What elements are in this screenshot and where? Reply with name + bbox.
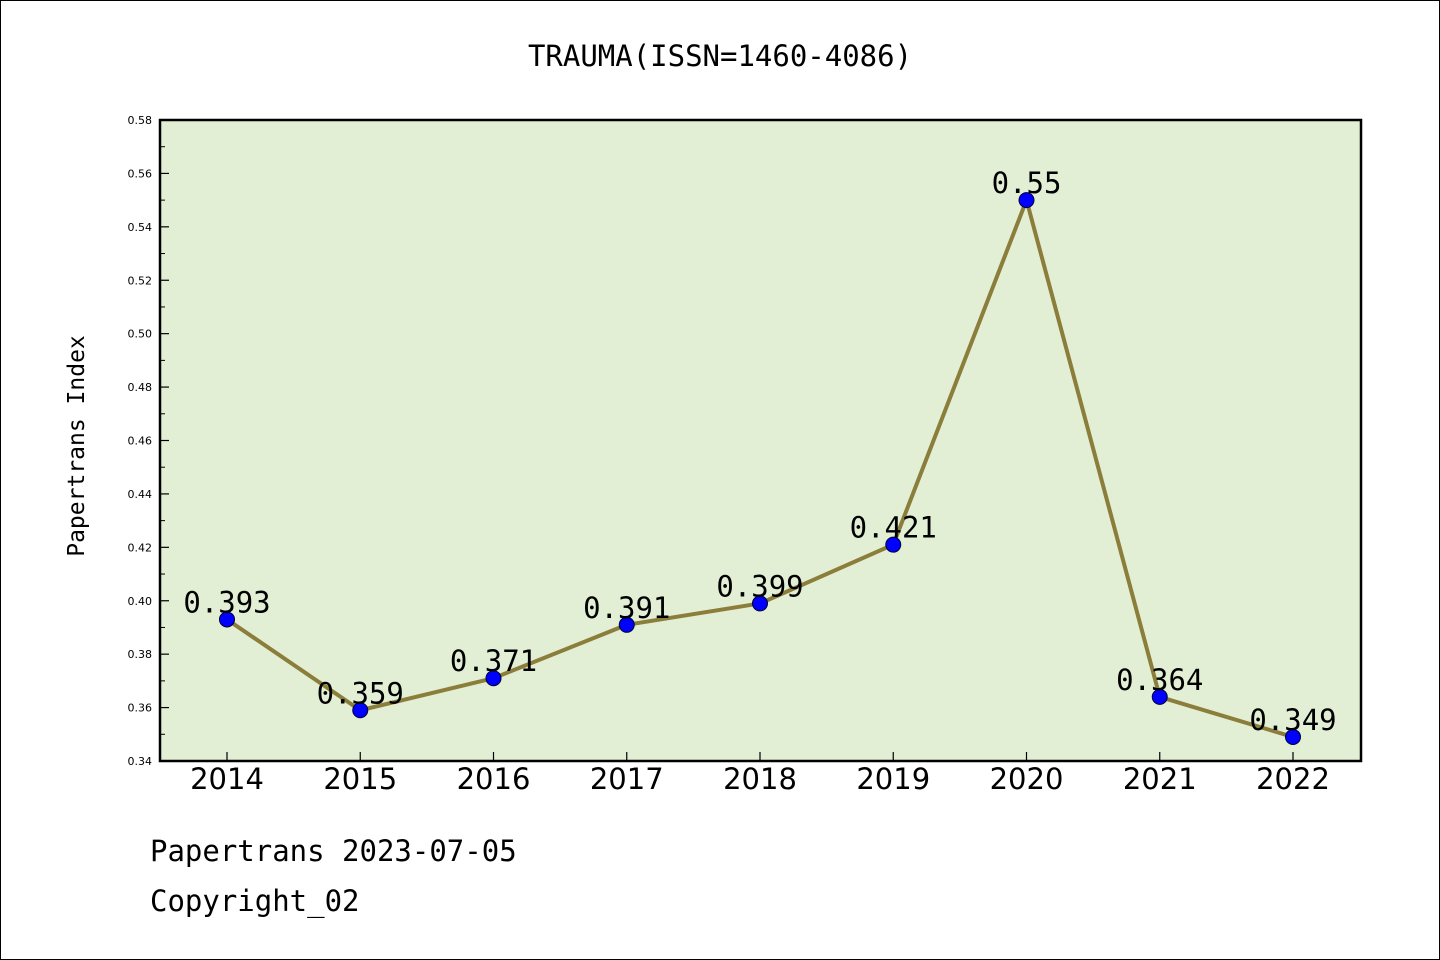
plot-border [158,118,1363,763]
x-tick-label: 2017 [590,762,664,796]
y-axis-label: Papertrans Index [64,335,90,557]
y-tick-label: 0.36 [128,702,153,715]
y-tick-label: 0.48 [128,381,153,394]
x-tick-label: 2020 [990,762,1064,796]
y-tick-label: 0.54 [128,221,153,234]
y-tick-label: 0.44 [128,488,153,501]
x-tick-label: 2022 [1256,762,1330,796]
data-labels: 0.393 0.359 0.371 0.391 0.399 0.421 0.55 0.364 0… [183,166,1336,737]
y-tick-label: 0.42 [128,541,153,554]
y-tick-label: 0.34 [128,755,153,768]
x-tick-label: 2016 [457,762,531,796]
y-tick-label: 0.52 [128,274,153,287]
data-label: 0.364 [1116,663,1203,697]
data-label: 0.371 [450,644,537,678]
data-label: 0.349 [1249,703,1336,737]
data-point-marker [752,595,768,612]
x-tick-label: 2014 [190,762,264,796]
data-point-marker [352,702,369,719]
plot-area [160,120,1361,761]
series-markers [219,192,1301,745]
y-tick-label: 0.38 [128,648,153,661]
y-tick-label: 0.40 [128,595,153,608]
data-label: 0.391 [583,591,670,625]
data-point-marker [485,670,502,687]
data-point-marker [618,616,635,633]
data-point-marker [1151,688,1168,705]
x-tick-label: 2019 [856,762,930,796]
y-tick-label: 0.56 [128,167,153,180]
footer-copyright: Copyright_02 [150,884,360,918]
chart-title: TRAUMA(ISSN=1460-4086) [528,39,912,73]
y-tick-label: 0.58 [128,114,153,127]
data-label: 0.393 [183,585,270,619]
y-tick-label: 0.46 [128,435,153,448]
data-label: 0.359 [317,676,404,710]
y-tick-label: 0.50 [128,328,153,341]
x-tick-label: 2018 [723,762,797,796]
data-label: 0.421 [850,511,937,545]
data-label: 0.399 [716,569,803,603]
data-label: 0.55 [992,166,1062,200]
x-axis: 2014 2015 2016 2017 2018 2019 2020 2021 2022 [190,752,1330,796]
x-tick-label: 2021 [1123,762,1197,796]
data-point-marker [219,611,235,628]
data-point-marker [1285,728,1301,745]
y-axis: 0.34 0.36 0.38 0.40 0.42 0.44 0.46 0.48 0.50 0.52… [128,114,169,768]
data-point-marker [885,536,902,553]
data-point-marker [1018,192,1035,209]
x-tick-label: 2015 [323,762,397,796]
footer-source: Papertrans 2023-07-05 [150,834,517,868]
